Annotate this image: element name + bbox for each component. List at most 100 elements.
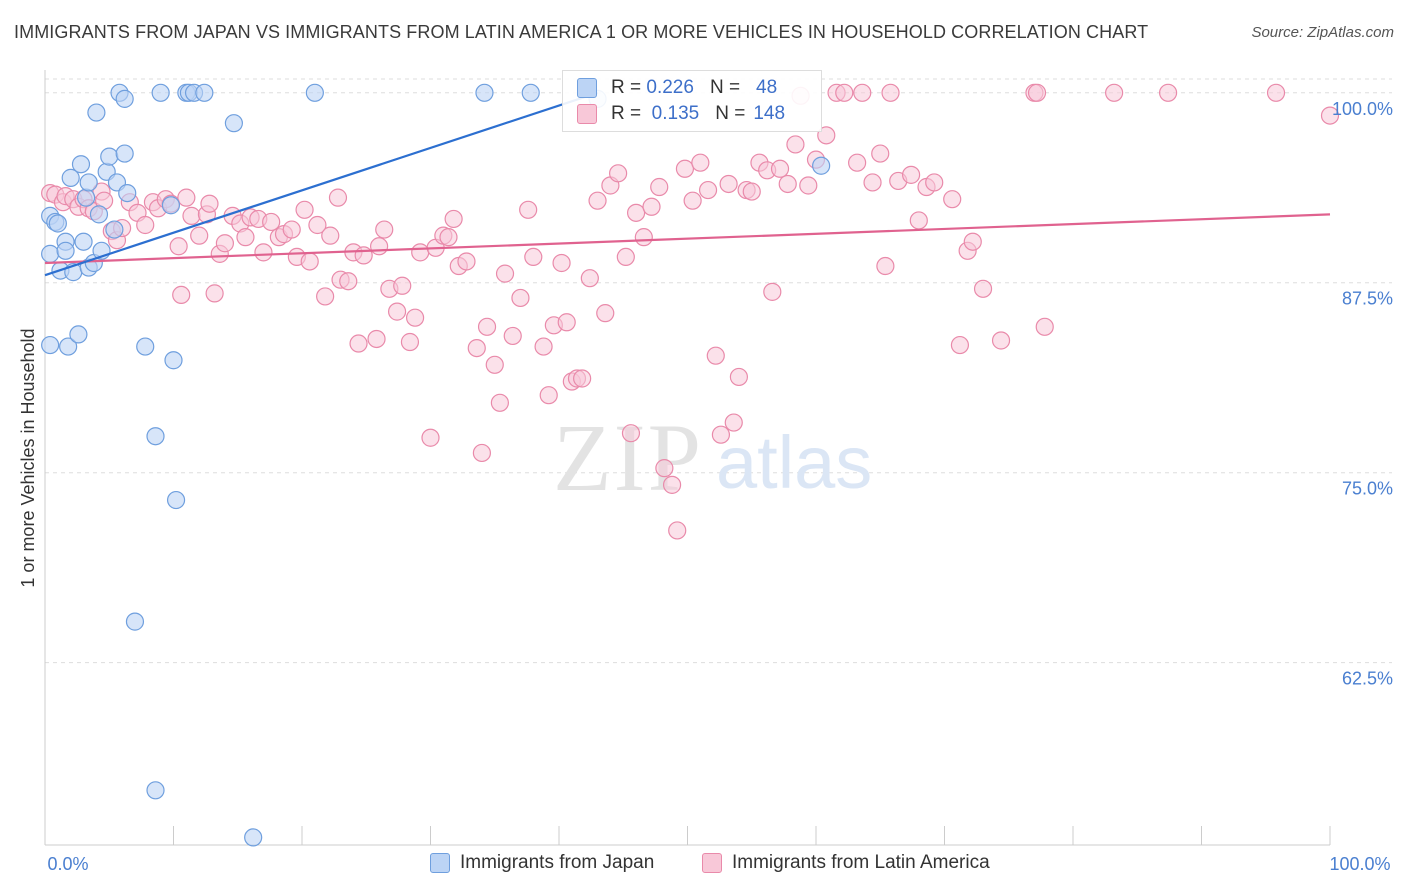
latam-point [588, 191, 607, 210]
latam-point [308, 215, 327, 235]
latam-point [300, 252, 319, 271]
latam-point [485, 355, 504, 374]
latam-point [596, 304, 615, 323]
y-axis-label: 1 or more Vehicles in Household [18, 328, 38, 587]
latam-point [190, 226, 209, 245]
japan-point [305, 83, 324, 102]
japan-point [79, 173, 98, 192]
japan-point [195, 83, 214, 102]
japan-point [56, 241, 75, 260]
latam-point [439, 228, 458, 247]
latam-point [534, 337, 553, 356]
japan-point [105, 220, 124, 239]
latam-n-value: 148 [753, 103, 786, 124]
latam-point [853, 83, 872, 102]
legend-japan-swatch [430, 853, 450, 873]
latam-point [817, 126, 836, 145]
latam-point [367, 329, 386, 349]
y-tick-label: 100.0% [1332, 99, 1393, 119]
latam-point [495, 264, 515, 283]
latam-point [387, 302, 407, 321]
latam-point [490, 393, 509, 412]
x-tick-label: 100.0% [1329, 854, 1390, 874]
japan-r-label: R = [611, 77, 642, 98]
tick-labels: 62.5% 75.0% 87.5% 100.0% 0.0% 100.0% [47, 99, 1393, 874]
latam-point [421, 428, 440, 447]
japan-point [41, 335, 60, 355]
japan-point [161, 196, 181, 215]
latam-point [354, 246, 373, 265]
latam-point [262, 212, 281, 232]
latam-point [642, 197, 661, 216]
latam-point [1320, 106, 1340, 125]
japan-point [164, 351, 183, 370]
chart-title: IMMIGRANTS FROM JAPAN VS IMMIGRANTS FROM… [14, 22, 1149, 42]
latam-point [724, 413, 743, 432]
latam-point [349, 334, 368, 353]
latam-point [1158, 83, 1178, 102]
latam-point [901, 165, 921, 184]
japan-point [69, 325, 88, 344]
latam-point [411, 243, 430, 262]
japan-n-value: 48 [756, 77, 778, 98]
latam-point [925, 173, 944, 192]
y-tick-label: 75.0% [1342, 479, 1393, 499]
latam-point [1027, 83, 1047, 102]
y-tick-label: 87.5% [1342, 289, 1393, 309]
latam-swatch [577, 104, 597, 124]
latam-point [683, 191, 702, 210]
japan-point [166, 490, 186, 510]
latam-point [770, 159, 790, 178]
watermark-zip: ZIP [553, 404, 703, 511]
latam-point [719, 174, 738, 194]
latam-point [1266, 83, 1286, 102]
latam-point [729, 367, 749, 387]
legend-latam-swatch [702, 853, 722, 873]
y-tick-label: 62.5% [1342, 669, 1393, 689]
japan-point [521, 83, 540, 102]
latam-point [472, 443, 491, 463]
latam-point [400, 332, 420, 352]
japan-point [61, 168, 80, 187]
japan-point [151, 83, 170, 102]
latam-point [339, 272, 358, 291]
japan-point [87, 103, 106, 122]
japan-point [115, 89, 134, 108]
latam-point [177, 188, 196, 207]
legend-item-japan[interactable]: Immigrants from Japan [430, 852, 654, 874]
watermark: ZIP atlas [553, 404, 872, 511]
legend-japan-label: Immigrants from Japan [460, 852, 655, 873]
latam-point [328, 188, 348, 207]
japan-point [146, 781, 165, 800]
legend-item-latam[interactable]: Immigrants from Latin America [702, 852, 990, 874]
latam-point [477, 317, 497, 336]
stats-row-japan: R = 0.226 N = 48 [577, 76, 777, 100]
latam-point [524, 247, 543, 267]
latam-point [691, 153, 710, 172]
latam-point [609, 164, 628, 183]
japan-point [118, 183, 137, 203]
japan-point [41, 244, 60, 263]
latam-point [950, 335, 970, 355]
latam-point [172, 285, 191, 305]
japan-point [115, 144, 134, 163]
latam-point [848, 153, 867, 172]
japan-point [146, 427, 165, 446]
latam-point [205, 284, 224, 303]
japan-point [224, 114, 243, 133]
japan-point [136, 337, 155, 356]
latam-point [698, 180, 718, 200]
japan-point [77, 188, 96, 207]
latam-point [778, 174, 797, 194]
japan-point [812, 156, 831, 175]
latam-trend-line [44, 213, 1331, 265]
latam-point [626, 203, 646, 222]
latam-point [503, 326, 522, 346]
latam-point [467, 338, 486, 358]
latam-point [316, 287, 335, 306]
latam-r-value: 0.135 [651, 103, 700, 124]
latam-point [573, 369, 592, 388]
japan-point [59, 337, 78, 356]
latam-point [650, 177, 669, 197]
